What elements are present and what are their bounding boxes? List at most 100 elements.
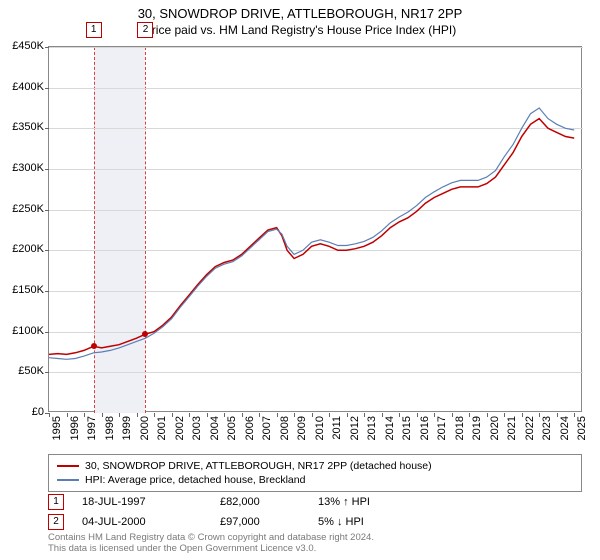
x-axis-label: 2023 — [541, 416, 553, 440]
transaction-date: 04-JUL-2000 — [82, 516, 202, 528]
ytick — [45, 372, 49, 373]
x-axis-label: 2012 — [349, 416, 361, 440]
xtick — [137, 413, 138, 417]
legend-swatch — [57, 465, 79, 467]
legend-label: 30, SNOWDROP DRIVE, ATTLEBOROUGH, NR17 2… — [85, 459, 432, 473]
y-axis-label: £300K — [4, 162, 44, 174]
x-axis-label: 2024 — [559, 416, 571, 440]
x-axis-label: 1999 — [121, 416, 133, 440]
y-axis-label: £150K — [4, 284, 44, 296]
xtick — [154, 413, 155, 417]
transaction-row: 2 04-JUL-2000 £97,000 5% ↓ HPI — [48, 514, 398, 530]
transaction-point — [142, 331, 148, 337]
xtick — [452, 413, 453, 417]
x-axis-label: 2016 — [419, 416, 431, 440]
x-axis-label: 2000 — [139, 416, 151, 440]
xtick — [294, 413, 295, 417]
y-axis-label: £250K — [4, 203, 44, 215]
x-axis-label: 2013 — [366, 416, 378, 440]
ytick — [45, 128, 49, 129]
x-axis-label: 2010 — [314, 416, 326, 440]
transactions-table: 118-JUL-1997£82,00013% ↑ HPI204-JUL-2000… — [48, 494, 398, 534]
legend-box: 30, SNOWDROP DRIVE, ATTLEBOROUGH, NR17 2… — [48, 454, 582, 492]
xtick — [382, 413, 383, 417]
x-axis-label: 2017 — [436, 416, 448, 440]
y-axis-label: £200K — [4, 243, 44, 255]
ytick — [45, 291, 49, 292]
transaction-price: £97,000 — [220, 516, 300, 528]
xtick — [312, 413, 313, 417]
xtick — [487, 413, 488, 417]
xtick — [417, 413, 418, 417]
x-axis-label: 2019 — [471, 416, 483, 440]
x-axis-label: 2007 — [261, 416, 273, 440]
y-axis-label: £450K — [4, 40, 44, 52]
xtick — [224, 413, 225, 417]
xtick — [189, 413, 190, 417]
transaction-row-marker: 1 — [48, 494, 64, 510]
ytick — [45, 210, 49, 211]
xtick — [557, 413, 558, 417]
xtick — [172, 413, 173, 417]
xtick — [84, 413, 85, 417]
xtick — [399, 413, 400, 417]
legend-label: HPI: Average price, detached house, Brec… — [85, 473, 305, 487]
x-axis-label: 2025 — [576, 416, 588, 440]
y-axis-label: £50K — [4, 365, 44, 377]
xtick — [207, 413, 208, 417]
title-main: 30, SNOWDROP DRIVE, ATTLEBOROUGH, NR17 2… — [0, 6, 600, 21]
ytick — [45, 250, 49, 251]
transaction-row-marker: 2 — [48, 514, 64, 530]
transaction-price: £82,000 — [220, 496, 300, 508]
x-axis-label: 1996 — [69, 416, 81, 440]
x-axis-label: 2001 — [156, 416, 168, 440]
x-axis-label: 1995 — [51, 416, 63, 440]
xtick — [242, 413, 243, 417]
xtick — [329, 413, 330, 417]
transaction-marker-2: 2 — [137, 22, 153, 38]
ytick — [45, 47, 49, 48]
transaction-marker-1: 1 — [86, 22, 102, 38]
x-axis-label: 2020 — [489, 416, 501, 440]
ytick — [45, 169, 49, 170]
x-axis-label: 2006 — [244, 416, 256, 440]
x-axis-label: 2003 — [191, 416, 203, 440]
x-axis-label: 2005 — [226, 416, 238, 440]
series-hpi — [49, 108, 574, 359]
ytick — [45, 88, 49, 89]
y-axis-label: £100K — [4, 325, 44, 337]
x-axis-label: 2022 — [524, 416, 536, 440]
x-axis-label: 2018 — [454, 416, 466, 440]
chart-area: 12 1995199619971998199920002001200220032… — [48, 46, 582, 412]
credits-line1: Contains HM Land Registry data © Crown c… — [48, 532, 374, 543]
legend-swatch — [57, 479, 79, 481]
legend-item: HPI: Average price, detached house, Brec… — [57, 473, 573, 487]
line-series — [49, 47, 583, 413]
xtick — [119, 413, 120, 417]
xtick — [67, 413, 68, 417]
x-axis-label: 2011 — [331, 416, 343, 440]
credits-line2: This data is licensed under the Open Gov… — [48, 543, 374, 554]
transaction-delta: 5% ↓ HPI — [318, 516, 398, 528]
y-axis-label: £0 — [4, 406, 44, 418]
x-axis-label: 2014 — [384, 416, 396, 440]
series-price_paid — [49, 119, 574, 355]
plot-box — [48, 46, 582, 412]
x-axis-label: 2008 — [279, 416, 291, 440]
transaction-delta: 13% ↑ HPI — [318, 496, 398, 508]
xtick — [522, 413, 523, 417]
xtick — [49, 413, 50, 417]
xtick — [347, 413, 348, 417]
xtick — [364, 413, 365, 417]
xtick — [102, 413, 103, 417]
ytick — [45, 332, 49, 333]
x-axis-label: 1998 — [104, 416, 116, 440]
legend-item: 30, SNOWDROP DRIVE, ATTLEBOROUGH, NR17 2… — [57, 459, 573, 473]
x-axis-label: 2021 — [506, 416, 518, 440]
transaction-row: 118-JUL-1997£82,00013% ↑ HPI — [48, 494, 398, 510]
x-axis-label: 2004 — [209, 416, 221, 440]
x-axis-label: 2002 — [174, 416, 186, 440]
x-axis-label: 2009 — [296, 416, 308, 440]
y-axis-label: £400K — [4, 81, 44, 93]
x-axis-label: 2015 — [401, 416, 413, 440]
